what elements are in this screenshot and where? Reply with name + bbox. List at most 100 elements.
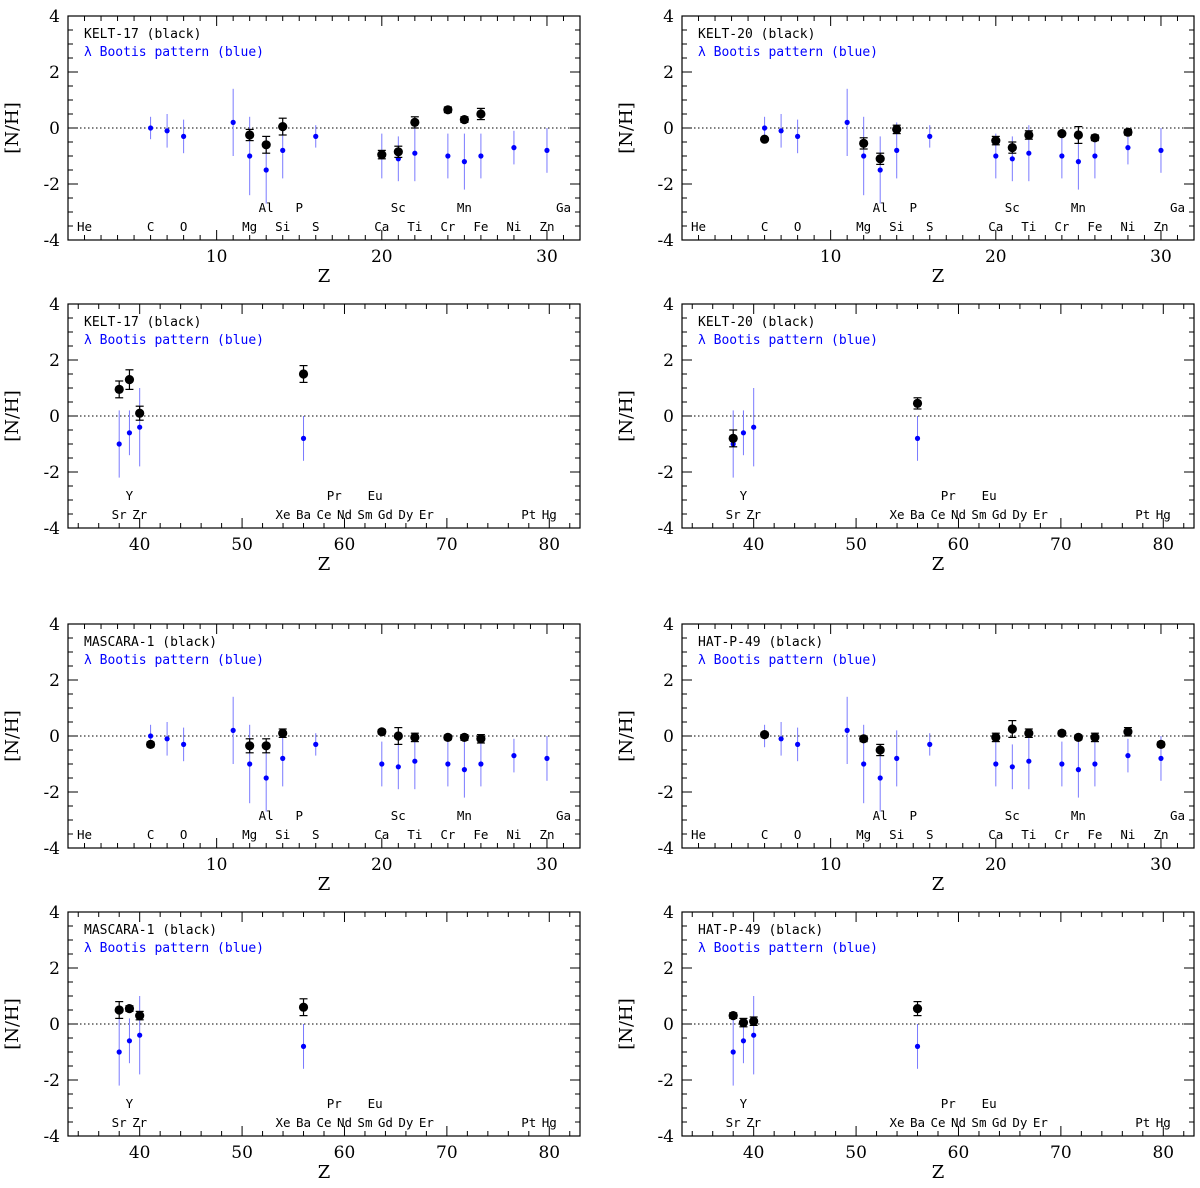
y-tick-label: -2 bbox=[43, 175, 60, 195]
star-point bbox=[1156, 739, 1166, 750]
pattern-point bbox=[230, 119, 236, 125]
element-label-y: Y bbox=[126, 488, 134, 503]
pattern-point bbox=[137, 424, 143, 430]
element-label-zr: Zr bbox=[132, 507, 148, 522]
element-label-gd: Gd bbox=[992, 1115, 1007, 1130]
y-tick-label: 4 bbox=[49, 615, 60, 635]
y-tick-label: -4 bbox=[43, 231, 60, 251]
pattern-point bbox=[993, 153, 999, 159]
pattern-point bbox=[461, 159, 467, 165]
element-label-er: Er bbox=[1033, 1115, 1049, 1130]
pattern-point bbox=[445, 153, 451, 159]
y-tick-label: 4 bbox=[49, 7, 60, 27]
y-tick-label: -4 bbox=[43, 1127, 60, 1147]
star-point bbox=[912, 1004, 923, 1014]
element-label-xe: Xe bbox=[890, 507, 905, 522]
y-tick-label: -4 bbox=[657, 519, 674, 539]
pattern-point bbox=[740, 1038, 747, 1044]
element-label-mn: Mn bbox=[1071, 200, 1086, 215]
pattern-point bbox=[1125, 145, 1131, 151]
x-axis-title: Z bbox=[932, 266, 945, 287]
x-tick-label: 70 bbox=[436, 1143, 458, 1163]
legend-star-label: KELT-17 (black) bbox=[84, 315, 201, 330]
pattern-point bbox=[445, 761, 451, 767]
x-tick-label: 60 bbox=[948, 1143, 970, 1163]
x-axis-title: Z bbox=[318, 874, 331, 895]
element-label-p: P bbox=[295, 808, 303, 823]
element-label-p: P bbox=[909, 200, 917, 215]
x-tick-label: 50 bbox=[231, 1143, 253, 1163]
pattern-point bbox=[877, 775, 883, 781]
pattern-point bbox=[164, 128, 170, 134]
element-label-sm: Sm bbox=[357, 507, 372, 522]
element-label-ni: Ni bbox=[506, 219, 521, 234]
element-label-p: P bbox=[909, 808, 917, 823]
element-label-zr: Zr bbox=[746, 1115, 762, 1130]
star-point bbox=[261, 140, 271, 150]
pattern-point bbox=[511, 753, 517, 759]
x-tick-label: 30 bbox=[536, 855, 558, 875]
y-tick-label: -2 bbox=[657, 463, 674, 483]
y-tick-label: -2 bbox=[43, 783, 60, 803]
element-label-mg: Mg bbox=[856, 827, 871, 842]
x-tick-label: 20 bbox=[985, 247, 1007, 267]
pattern-point bbox=[914, 435, 921, 441]
element-label-eu: Eu bbox=[982, 1096, 997, 1111]
chart-panel-mascara1-heavy: 40 50 60 70 80 -4 -2 0 2 4 Z [N/H] MASCARA-1 (black)… bbox=[2, 903, 581, 1183]
element-label-sr: Sr bbox=[112, 1115, 128, 1130]
y-tick-label: 0 bbox=[49, 119, 60, 139]
element-label-hg: Hg bbox=[1156, 1115, 1171, 1130]
star-point bbox=[1007, 724, 1017, 734]
star-point bbox=[1024, 130, 1034, 140]
star-point bbox=[245, 741, 255, 751]
element-label-ca: Ca bbox=[988, 827, 1003, 842]
y-tick-label: 0 bbox=[49, 1015, 60, 1035]
element-label-al: Al bbox=[259, 200, 274, 215]
element-label-sr: Sr bbox=[726, 507, 742, 522]
x-tick-label: 80 bbox=[538, 535, 560, 555]
star-point bbox=[875, 154, 885, 164]
star-point bbox=[114, 384, 124, 394]
pattern-point bbox=[795, 133, 801, 139]
element-label-dy: Dy bbox=[1012, 507, 1028, 522]
chart-panel-kelt17-heavy: 40 50 60 70 80 -4 -2 0 2 4 Z [N/H] KELT-17 (black) λ … bbox=[2, 295, 581, 575]
x-tick-label: 10 bbox=[206, 247, 228, 267]
legend-pattern-label: λ Bootis pattern (blue) bbox=[698, 333, 878, 348]
element-label-sm: Sm bbox=[971, 1115, 986, 1130]
pattern-point bbox=[280, 755, 286, 762]
y-axis-title: [N/H] bbox=[616, 390, 637, 442]
star-point bbox=[278, 122, 288, 132]
star-point bbox=[443, 732, 453, 743]
pattern-point bbox=[412, 150, 418, 156]
legend-pattern-label: λ Bootis pattern (blue) bbox=[84, 45, 264, 60]
star-point bbox=[1073, 732, 1083, 743]
element-label-ga: Ga bbox=[1170, 808, 1185, 823]
x-axis-title: Z bbox=[932, 874, 945, 895]
x-tick-label: 20 bbox=[371, 855, 393, 875]
element-label-si: Si bbox=[889, 827, 904, 842]
element-label-ce: Ce bbox=[930, 507, 945, 522]
pattern-point bbox=[511, 145, 517, 151]
element-label-ca: Ca bbox=[374, 219, 389, 234]
star-point bbox=[738, 1018, 749, 1028]
pattern-point bbox=[861, 761, 867, 767]
element-label-ga: Ga bbox=[556, 808, 571, 823]
element-label-eu: Eu bbox=[368, 1096, 383, 1111]
y-tick-label: 0 bbox=[663, 1015, 674, 1035]
element-label-he: He bbox=[77, 219, 92, 234]
element-label-si: Si bbox=[275, 219, 290, 234]
star-point bbox=[1024, 728, 1034, 738]
y-tick-label: 4 bbox=[49, 903, 60, 923]
pattern-point bbox=[247, 761, 253, 767]
element-label-sc: Sc bbox=[1005, 200, 1020, 215]
element-label-sm: Sm bbox=[971, 507, 986, 522]
element-label-dy: Dy bbox=[398, 507, 414, 522]
star-point bbox=[410, 732, 420, 743]
star-point bbox=[245, 130, 255, 140]
element-label-ba: Ba bbox=[910, 1115, 925, 1130]
chart-panel-mascara1-light: 10 20 30 -4 -2 0 2 4 Z [N/H] MASCARA-1 (black) λ Bo… bbox=[2, 615, 581, 895]
pattern-point bbox=[1125, 753, 1131, 759]
x-tick-label: 20 bbox=[371, 247, 393, 267]
element-label-cr: Cr bbox=[1054, 827, 1070, 842]
